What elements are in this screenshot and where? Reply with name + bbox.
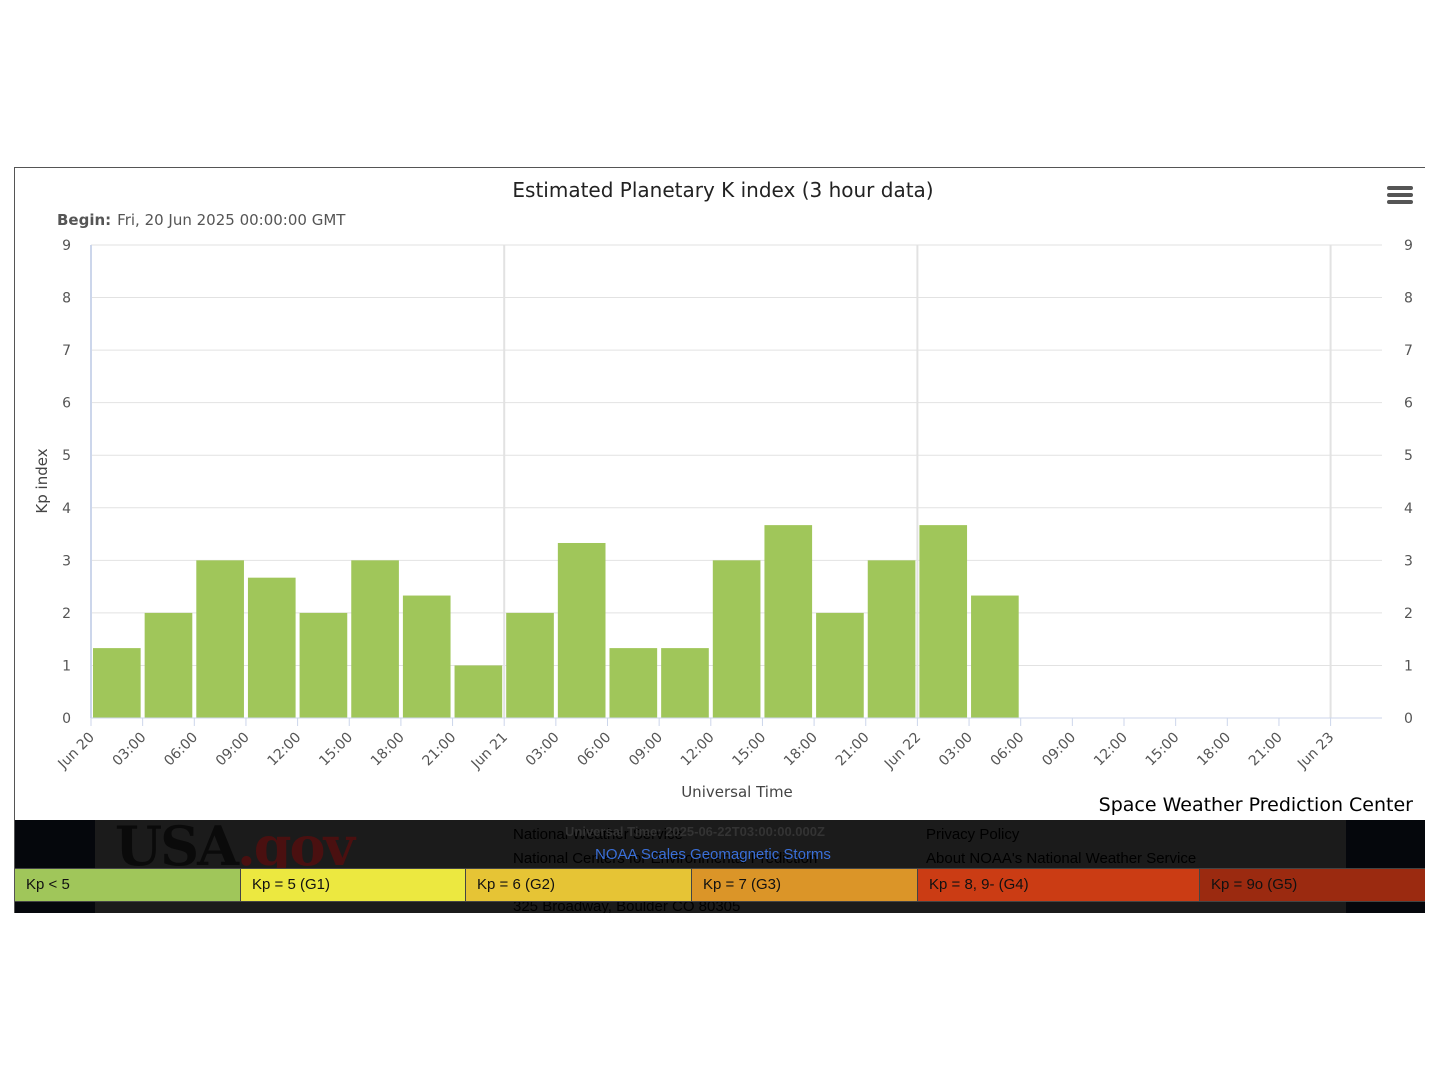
x-tick-label: 03:00 [110, 730, 150, 770]
x-tick-label: 03:00 [523, 730, 563, 770]
x-axis-label: Universal Time [681, 783, 793, 801]
y-tick-label-left: 1 [62, 658, 71, 674]
scale-segment: Kp = 7 (G3) [692, 868, 918, 902]
scale-segment: Kp = 8, 9- (G4) [918, 868, 1200, 902]
y-tick-label-left: 0 [62, 711, 71, 727]
about-nws-link[interactable]: About NOAA's National Weather Service [926, 850, 1197, 867]
y-tick-label-left: 5 [62, 448, 71, 464]
bars-layer [93, 525, 1019, 718]
kp-bar[interactable] [93, 648, 141, 718]
y-tick-label-right: 3 [1404, 553, 1413, 569]
kp-scale-legend: Kp < 5 Kp = 5 (G1) Kp = 6 (G2) Kp = 7 (G3) K… [15, 868, 1425, 902]
kp-bar[interactable] [661, 648, 709, 718]
x-tick-label: 06:00 [161, 730, 201, 770]
chart-subtitle: Begin: Fri, 20 Jun 2025 00:00:00 GMT [57, 211, 346, 229]
kp-bar[interactable] [971, 595, 1019, 718]
x-tick-label: 15:00 [1143, 730, 1183, 770]
y-tick-label-left: 7 [62, 343, 71, 359]
y-tick-label-right: 9 [1404, 238, 1413, 254]
x-tick-label: 03:00 [936, 730, 976, 770]
kp-bar[interactable] [867, 560, 916, 718]
kp-bar[interactable] [919, 525, 968, 718]
x-tick-label: 09:00 [626, 730, 666, 770]
kp-bar[interactable] [764, 525, 813, 718]
kp-bar[interactable] [454, 665, 503, 718]
scale-segment: Kp = 5 (G1) [241, 868, 466, 902]
kp-bar[interactable] [196, 560, 244, 718]
x-tick-label: 15:00 [316, 730, 356, 770]
x-tick-label: Jun 23 [1294, 730, 1337, 773]
x-tick-label: 18:00 [1194, 730, 1234, 770]
kp-bar[interactable] [506, 612, 554, 718]
x-tick-label: 12:00 [678, 730, 718, 770]
y-tick-label-left: 2 [62, 606, 71, 622]
x-tick-label: Jun 22 [881, 730, 924, 773]
y-tick-label-right: 6 [1404, 396, 1413, 412]
x-tick-label: 21:00 [420, 730, 460, 770]
x-tick-label: 06:00 [988, 730, 1028, 770]
x-tick-label: 18:00 [368, 730, 408, 770]
scale-segment: Kp = 9o (G5) [1200, 868, 1425, 902]
x-tick-label: 09:00 [213, 730, 253, 770]
x-tick-label: 21:00 [833, 730, 873, 770]
subtitle-label: Begin: [57, 211, 111, 229]
kp-bar[interactable] [609, 648, 658, 718]
kp-bar[interactable] [144, 612, 193, 718]
y-tick-label-left: 4 [62, 501, 71, 517]
x-tick-label: 18:00 [781, 730, 821, 770]
chart-container: Estimated Planetary K index (3 hour data… [14, 167, 1425, 913]
spwc-credit: Space Weather Prediction Center [1098, 794, 1413, 816]
footer-org-line1: National Weather Service [513, 826, 683, 843]
kp-bar[interactable] [557, 542, 606, 718]
x-tick-label: 21:00 [1246, 730, 1286, 770]
hamburger-menu-icon[interactable] [1387, 186, 1413, 208]
x-tick-label: 12:00 [1091, 730, 1131, 770]
y-tick-label-left: 6 [62, 396, 71, 412]
kp-bar[interactable] [712, 560, 761, 718]
privacy-policy-link[interactable]: Privacy Policy [926, 826, 1020, 843]
kp-bar[interactable] [247, 577, 296, 718]
footer-org-line2: National Centers for Environmental Predi… [513, 850, 818, 867]
y-axis-label: Kp index [33, 448, 51, 513]
y-tick-label-right: 8 [1404, 291, 1413, 307]
kp-bar[interactable] [299, 612, 348, 718]
scale-segment: Kp < 5 [15, 868, 241, 902]
kp-chart: Estimated Planetary K index (3 hour data… [33, 178, 1413, 801]
chart-title: Estimated Planetary K index (3 hour data… [512, 178, 933, 202]
x-tick-label: Jun 21 [468, 730, 511, 773]
y-tick-label-right: 1 [1404, 658, 1413, 674]
y-tick-label-right: 2 [1404, 606, 1413, 622]
kp-bar[interactable] [816, 612, 864, 718]
kp-bar[interactable] [402, 595, 451, 718]
y-tick-label-right: 0 [1404, 711, 1413, 727]
y-tick-label-right: 5 [1404, 448, 1413, 464]
x-tick-label: 12:00 [265, 730, 305, 770]
kp-bar[interactable] [351, 560, 399, 718]
y-tick-label-left: 9 [62, 238, 71, 254]
y-tick-label-left: 8 [62, 291, 71, 307]
y-tick-label-right: 7 [1404, 343, 1413, 359]
subtitle-value: Fri, 20 Jun 2025 00:00:00 GMT [117, 211, 346, 229]
y-tick-label-left: 3 [62, 553, 71, 569]
x-tick-label: 06:00 [574, 730, 614, 770]
y-tick-label-right: 4 [1404, 501, 1413, 517]
time-overlay: Universal Time: 2025-06-22T03:00:00.000Z [565, 824, 825, 839]
noaa-scales-link[interactable]: NOAA Scales Geomagnetic Storms [595, 846, 831, 863]
x-tick-label: 15:00 [729, 730, 769, 770]
x-tick-label: Jun 20 [55, 730, 98, 773]
x-tick-label: 09:00 [1039, 730, 1079, 770]
scale-segment: Kp = 6 (G2) [466, 868, 692, 902]
